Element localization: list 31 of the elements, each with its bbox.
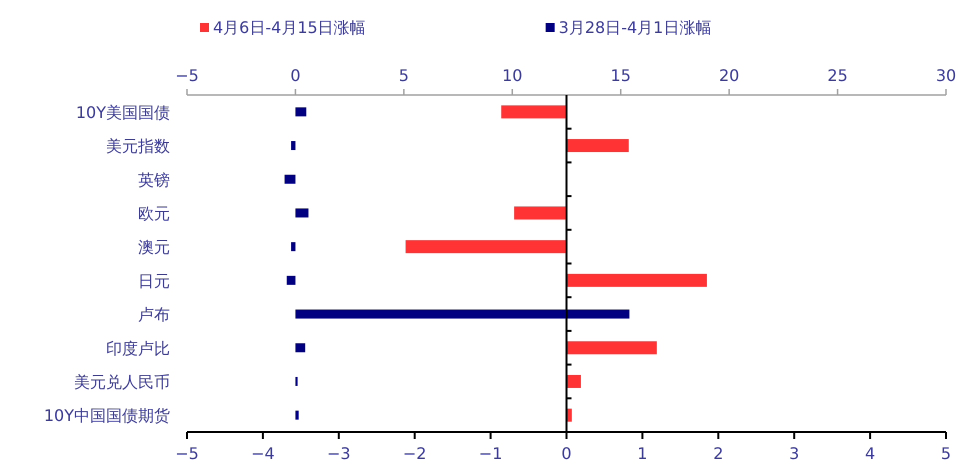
legend-label: 3月28日-4月1日涨幅 — [558, 18, 712, 37]
y-tick-label: 10Y美国国债 — [76, 102, 170, 122]
x2-tick-label: 25 — [827, 66, 848, 85]
y-tick-label: 卢布 — [138, 305, 170, 324]
x-tick-label: 4 — [865, 444, 876, 463]
x-tick-label: 2 — [713, 444, 724, 463]
x-tick-label: −5 — [175, 444, 199, 463]
y-tick-label: 10Y中国国债期货 — [44, 406, 170, 426]
y-tick-label: 日元 — [138, 271, 170, 290]
x2-tick-label: 30 — [936, 66, 956, 85]
y-tick-label: 美元兑人民币 — [74, 372, 170, 392]
legend-label: 4月6日-4月15日涨幅 — [213, 18, 366, 37]
y-tick-label: 澳元 — [138, 238, 170, 257]
x2-tick-label: −5 — [175, 66, 199, 85]
x2-tick-label: 20 — [718, 66, 740, 85]
x-tick-label: 5 — [940, 444, 952, 463]
x-tick-label: 0 — [561, 444, 572, 463]
y-tick-label: 美元指数 — [106, 136, 170, 156]
x-tick-label: −3 — [327, 444, 351, 463]
x-tick-label: 1 — [637, 444, 648, 463]
x-tick-label: −4 — [251, 444, 275, 463]
x-tick-label: −1 — [478, 444, 502, 463]
y-tick-label: 英镑 — [138, 170, 170, 190]
x2-tick-label: 15 — [610, 66, 631, 85]
x-tick-label: 3 — [789, 444, 800, 463]
y-tick-label: 印度卢比 — [106, 338, 170, 358]
x-tick-label: −2 — [402, 444, 426, 463]
x2-tick-label: 10 — [502, 66, 522, 85]
x2-tick-label: 0 — [290, 66, 301, 85]
y-tick-label: 欧元 — [138, 204, 170, 223]
x2-tick-label: 5 — [398, 66, 409, 85]
